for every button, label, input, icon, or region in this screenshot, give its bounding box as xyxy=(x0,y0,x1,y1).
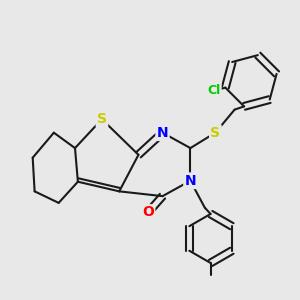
Text: S: S xyxy=(97,112,107,126)
Text: N: N xyxy=(184,174,196,188)
Text: Cl: Cl xyxy=(207,84,220,97)
Text: N: N xyxy=(157,126,168,140)
Text: S: S xyxy=(210,126,220,140)
Text: O: O xyxy=(142,206,154,220)
